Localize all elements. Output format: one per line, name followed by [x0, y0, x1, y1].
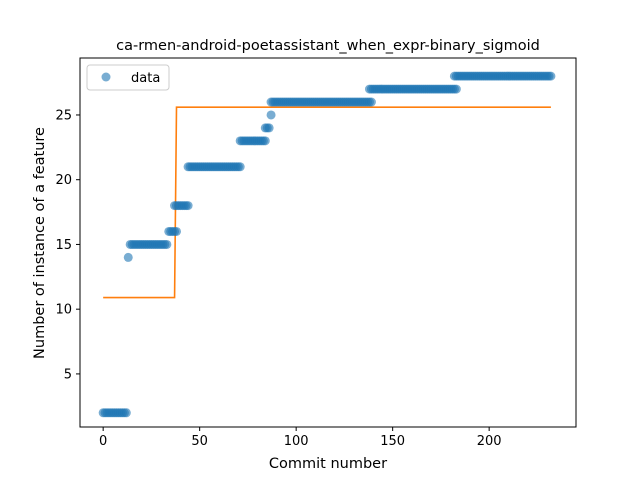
data-point [123, 252, 133, 262]
y-axis-label: Number of instance of a feature [32, 127, 48, 359]
y-tick-label: 15 [55, 238, 72, 253]
x-tick-label: 50 [191, 434, 208, 449]
y-tick-label: 5 [64, 367, 72, 382]
data-point [546, 71, 556, 81]
legend-label-data: data [131, 71, 160, 86]
data-point [183, 201, 193, 211]
data-point [366, 97, 376, 107]
y-tick-label: 10 [55, 303, 72, 318]
x-tick-label: 150 [380, 434, 405, 449]
legend-marker-data [101, 72, 111, 82]
x-tick-label: 0 [99, 434, 107, 449]
legend-box [86, 64, 170, 91]
data-point [121, 408, 131, 418]
data-point [264, 123, 274, 133]
x-axis-label: Commit number [269, 456, 387, 472]
y-tick-label: 25 [55, 108, 72, 123]
data-point [172, 226, 181, 236]
x-axis-ticks: 0 50 100 150 200 [99, 427, 502, 449]
data-points-layer [98, 71, 556, 418]
data-point [260, 136, 270, 146]
y-axis-ticks: 5 10 15 20 25 [55, 108, 80, 382]
data-point [162, 239, 172, 249]
plot-frame [79, 57, 577, 428]
legend: data [86, 64, 170, 91]
x-tick-label: 100 [284, 434, 309, 449]
chart-title: ca-rmen-android-poetassistant_when_expr-… [116, 38, 540, 54]
data-point [235, 162, 245, 172]
plot-area [98, 71, 556, 418]
data-point [451, 84, 461, 94]
x-tick-label: 200 [477, 434, 502, 449]
data-point [266, 110, 276, 120]
y-tick-label: 20 [55, 173, 72, 188]
